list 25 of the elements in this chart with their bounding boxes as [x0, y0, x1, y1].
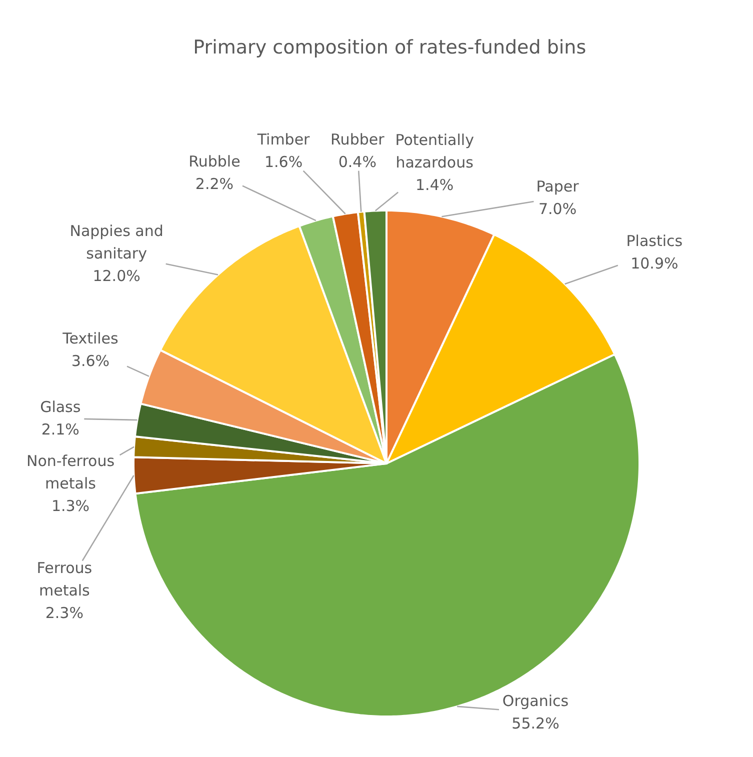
- slice-label: Plastics: [626, 232, 683, 250]
- data-label: 3.6%: [71, 352, 110, 370]
- data-label: 10.9%: [630, 254, 678, 273]
- slice-label: Rubble: [188, 152, 240, 170]
- data-label: 2.3%: [45, 604, 84, 622]
- data-label: 1.3%: [51, 496, 90, 515]
- data-label: 55.2%: [512, 714, 560, 733]
- data-label: 1.6%: [264, 152, 303, 171]
- data-label: 12.0%: [92, 267, 140, 286]
- slice-label: Rubber: [330, 130, 386, 148]
- data-label: 2.1%: [41, 420, 80, 439]
- slice-label: Organics: [502, 692, 569, 710]
- slice-label: Timber: [256, 130, 311, 148]
- slice-label: Paper: [536, 177, 580, 196]
- slice-label: Nappies and sanitary: [70, 222, 164, 263]
- slice-label: Glass: [40, 398, 81, 416]
- slice-label: Potentially hazardous: [395, 130, 474, 172]
- slice-label: Textiles: [62, 329, 119, 348]
- slice-label: Ferrous metals: [36, 559, 92, 600]
- data-label: 1.4%: [416, 176, 454, 194]
- chart-title: Primary composition of rates-funded bins: [193, 36, 586, 58]
- slice-label: Non-ferrous metals: [26, 452, 115, 492]
- data-label: 0.4%: [338, 152, 376, 171]
- data-label: 2.2%: [195, 174, 234, 193]
- data-label: 7.0%: [538, 200, 577, 218]
